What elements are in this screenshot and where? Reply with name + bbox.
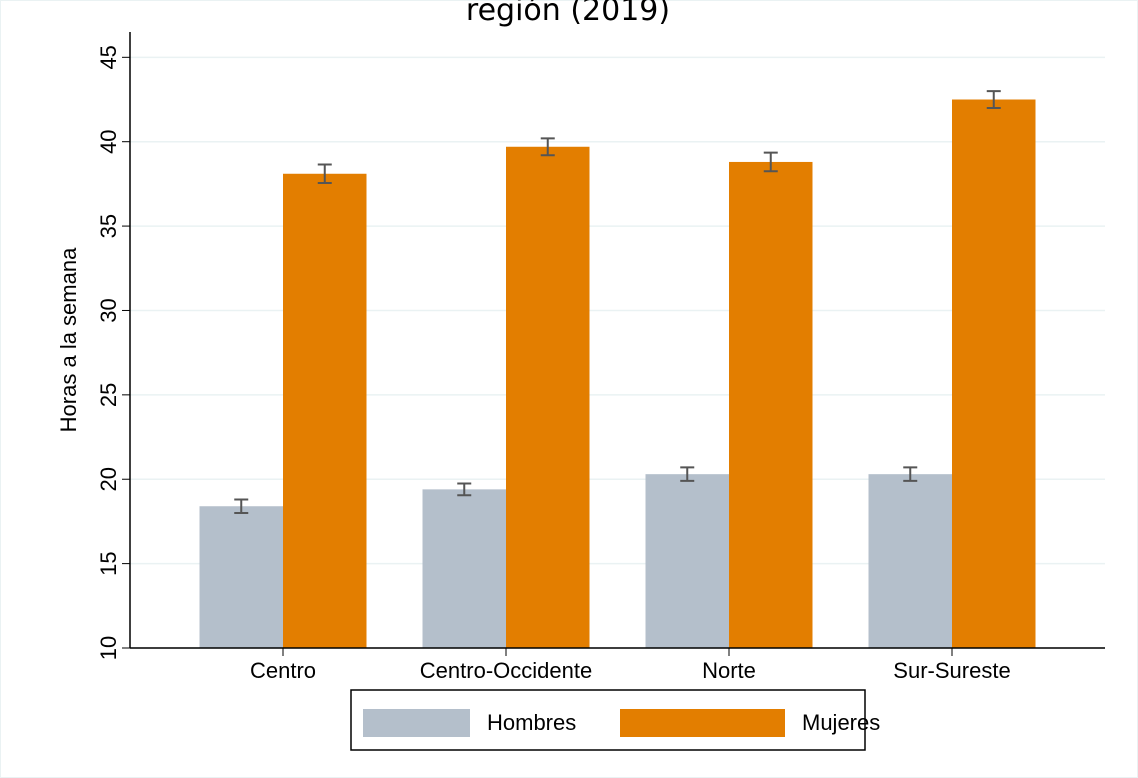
y-axis-title: Horas a la semana [56,247,81,432]
bar [729,161,813,648]
error-bar [680,466,695,482]
x-tick-label: Norte [702,658,756,683]
legend-label: Mujeres [802,710,880,735]
y-tick-label: 45 [96,45,121,69]
y-tick-label: 25 [96,383,121,407]
error-bar [986,90,1001,109]
y-tick-label: 20 [96,467,121,491]
x-tick-label: Sur-Sureste [893,658,1010,683]
legend-label: Hombres [487,710,576,735]
legend-swatch [363,709,470,737]
chart-title: región (2019) [466,0,670,28]
legend-swatch [620,709,785,737]
y-tick-label: 10 [96,636,121,660]
y-tick-label: 35 [96,214,121,238]
error-bar [903,466,918,482]
y-tick-label: 15 [96,551,121,575]
y-tick-label: 40 [96,129,121,153]
y-tick-label: 30 [96,298,121,322]
bar [422,489,506,648]
bar [868,474,952,648]
x-tick-label: Centro-Occidente [420,658,592,683]
bar [199,506,283,648]
error-bar [457,482,472,497]
bar [645,474,729,648]
error-bar [763,151,778,173]
error-bar [540,137,555,157]
x-tick-label: Centro [250,658,316,683]
error-bar [234,498,249,514]
bar [283,173,367,648]
error-bar [317,163,332,185]
bar [952,99,1036,649]
bar [506,146,590,648]
